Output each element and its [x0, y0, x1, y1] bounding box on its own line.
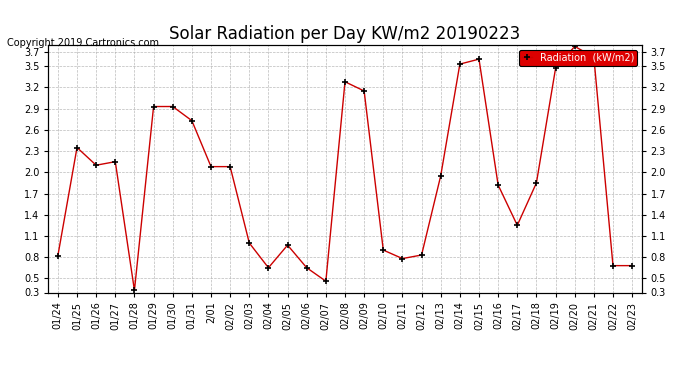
Radiation  (kW/m2) — [322, 279, 330, 284]
Radiation  (kW/m2) — [590, 55, 598, 59]
Radiation  (kW/m2) — [207, 164, 215, 169]
Radiation  (kW/m2) — [130, 288, 139, 292]
Radiation  (kW/m2) — [150, 104, 158, 109]
Radiation  (kW/m2) — [226, 164, 235, 169]
Radiation  (kW/m2) — [455, 62, 464, 66]
Radiation  (kW/m2) — [532, 181, 540, 185]
Radiation  (kW/m2) — [360, 89, 368, 93]
Radiation  (kW/m2) — [264, 266, 273, 270]
Radiation  (kW/m2) — [341, 80, 349, 84]
Radiation  (kW/m2) — [494, 183, 502, 187]
Line: Radiation  (kW/m2): Radiation (kW/m2) — [55, 43, 635, 294]
Radiation  (kW/m2) — [54, 254, 62, 258]
Radiation  (kW/m2) — [417, 253, 426, 257]
Radiation  (kW/m2) — [379, 248, 387, 252]
Radiation  (kW/m2) — [73, 145, 81, 150]
Radiation  (kW/m2) — [168, 104, 177, 109]
Radiation  (kW/m2) — [609, 263, 617, 268]
Radiation  (kW/m2) — [303, 266, 311, 270]
Radiation  (kW/m2) — [188, 118, 196, 123]
Radiation  (kW/m2) — [398, 256, 406, 261]
Radiation  (kW/m2) — [475, 57, 483, 62]
Radiation  (kW/m2) — [245, 241, 253, 245]
Radiation  (kW/m2) — [551, 66, 560, 70]
Radiation  (kW/m2) — [111, 159, 119, 164]
Legend: Radiation  (kW/m2): Radiation (kW/m2) — [519, 50, 637, 66]
Radiation  (kW/m2) — [284, 243, 292, 248]
Radiation  (kW/m2) — [437, 174, 445, 178]
Radiation  (kW/m2) — [92, 163, 100, 168]
Radiation  (kW/m2) — [571, 44, 579, 49]
Text: Copyright 2019 Cartronics.com: Copyright 2019 Cartronics.com — [7, 38, 159, 48]
Radiation  (kW/m2) — [628, 263, 636, 268]
Radiation  (kW/m2) — [513, 223, 522, 228]
Title: Solar Radiation per Day KW/m2 20190223: Solar Radiation per Day KW/m2 20190223 — [169, 26, 521, 44]
